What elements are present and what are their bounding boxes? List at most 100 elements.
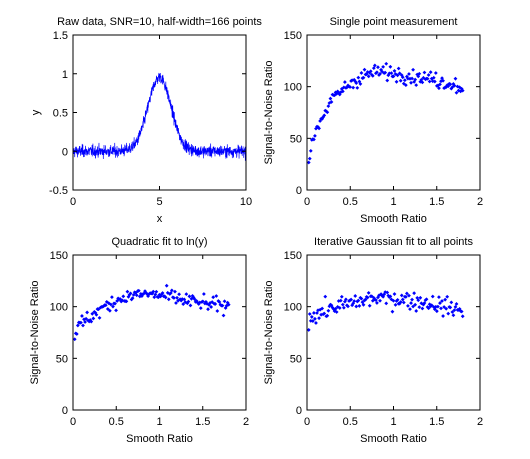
data-point: [454, 90, 459, 95]
data-point: [399, 293, 404, 298]
data-point: [367, 303, 372, 308]
data-point: [432, 79, 437, 84]
y-tick-label: 0: [62, 405, 68, 417]
data-point: [441, 314, 445, 318]
data-point: [407, 293, 411, 298]
data-point: [385, 78, 390, 83]
data-point: [424, 297, 429, 302]
data-point: [410, 297, 414, 302]
data-point: [441, 78, 445, 83]
data-point: [94, 312, 99, 317]
data-point: [179, 298, 184, 303]
data-point: [443, 297, 448, 302]
data-point: [125, 289, 130, 294]
data-point: [311, 311, 316, 315]
data-point: [400, 75, 405, 80]
data-point: [169, 288, 174, 293]
data-point: [154, 289, 159, 294]
data-point: [166, 297, 171, 302]
x-tick-label: 0.5: [343, 416, 358, 428]
data-point: [206, 307, 210, 312]
data-point: [400, 297, 405, 302]
data-point: [422, 70, 427, 75]
data-point: [72, 337, 77, 342]
y-tick-label: 1: [62, 69, 68, 81]
data-point: [414, 83, 419, 88]
chart-title: Iterative Gaussian fit to all points: [314, 236, 473, 248]
y-tick-label: 100: [284, 82, 302, 94]
data-point: [353, 294, 358, 298]
data-point: [107, 308, 112, 313]
data-point: [339, 294, 344, 299]
data-point: [183, 300, 188, 304]
data-point: [226, 302, 231, 307]
y-tick-label: 50: [290, 353, 302, 365]
data-point: [198, 306, 203, 311]
data-point: [142, 291, 146, 296]
data-point: [221, 313, 226, 318]
data-point: [351, 85, 356, 90]
data-point: [211, 295, 216, 300]
data-point: [83, 320, 87, 324]
data-point: [368, 69, 373, 74]
y-tick-label: 150: [50, 250, 68, 262]
data-point: [127, 292, 132, 297]
data-point: [215, 309, 220, 313]
chart-title: Raw data, SNR=10, half-width=166 points: [57, 16, 262, 28]
y-tick-label: 50: [290, 133, 302, 145]
data-point: [134, 293, 139, 298]
data-point: [397, 71, 402, 76]
data-point: [352, 299, 357, 304]
data-point: [306, 160, 311, 165]
data-point: [449, 300, 454, 305]
data-point: [84, 316, 88, 321]
x-tick-label: 0: [304, 196, 310, 208]
data-point: [378, 71, 382, 76]
y-axis-label: y: [30, 109, 42, 115]
data-point: [307, 156, 312, 161]
data-point: [210, 300, 215, 304]
x-tick-label: 5: [156, 196, 162, 208]
data-point: [348, 85, 352, 89]
data-point: [403, 294, 408, 299]
data-point: [208, 300, 212, 305]
data-point: [313, 316, 317, 321]
data-point: [373, 298, 378, 302]
data-point: [128, 291, 133, 296]
data-point: [395, 297, 400, 302]
data-point: [115, 299, 119, 303]
data-point: [365, 295, 370, 300]
data-point: [366, 290, 371, 295]
y-tick-label: 100: [284, 302, 302, 314]
data-point: [320, 306, 325, 311]
data-point: [391, 74, 396, 79]
data-point: [309, 315, 314, 319]
data-point: [151, 289, 156, 294]
data-point: [372, 63, 377, 68]
data-point: [383, 70, 388, 75]
data-point: [172, 296, 176, 300]
data-point: [191, 295, 196, 300]
x-tick-label: 0: [70, 416, 76, 428]
data-point: [358, 82, 363, 86]
y-tick-label: -0.5: [49, 185, 68, 197]
data-point: [356, 75, 361, 80]
data-point: [388, 294, 393, 299]
y-tick-label: 1.5: [53, 30, 68, 42]
x-tick-label: 2: [477, 196, 483, 208]
data-point: [325, 313, 330, 318]
data-point: [222, 299, 227, 304]
data-point: [105, 307, 110, 311]
data-point: [398, 78, 403, 83]
x-tick-label: 2: [243, 416, 249, 428]
axes-box: [72, 34, 247, 191]
data-point: [452, 83, 457, 88]
subplot-4: 0 0.5 1 1.5 2 0 50 100 150 Iterative Gaussian fit…: [263, 236, 483, 445]
data-point: [322, 311, 327, 316]
data-point: [392, 292, 397, 296]
data-point: [378, 298, 382, 303]
data-point: [200, 299, 205, 304]
axes-box: [306, 34, 481, 191]
x-tick-label: 2: [477, 416, 483, 428]
data-point: [439, 306, 443, 311]
